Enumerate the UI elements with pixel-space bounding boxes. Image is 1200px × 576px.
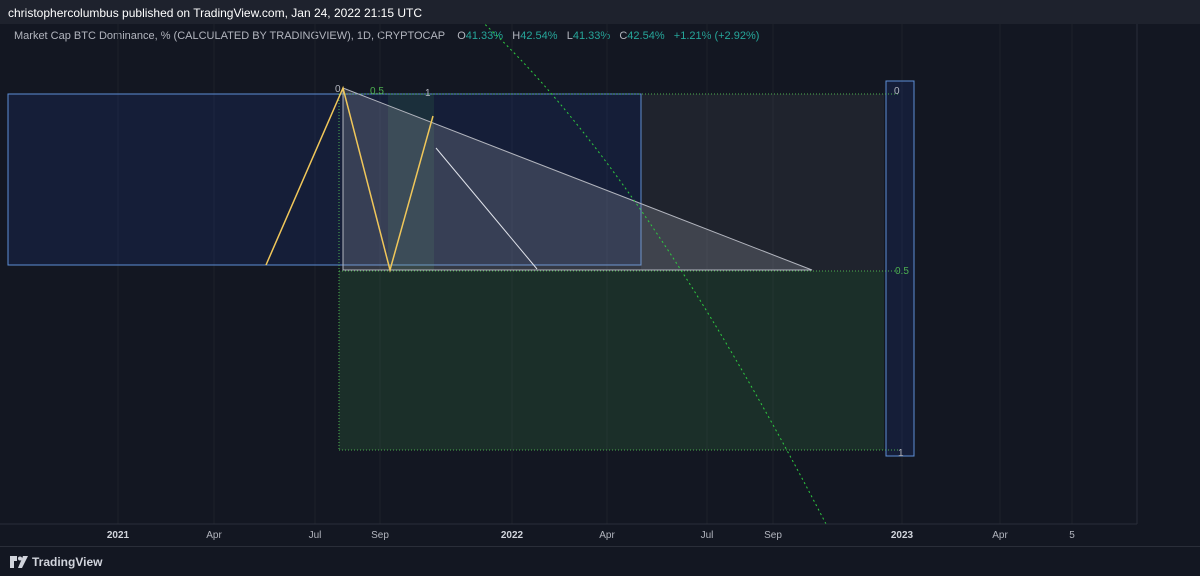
time-tick-label: 2021 <box>107 530 130 541</box>
brand-name: TradingView <box>32 555 103 569</box>
chart-drawings[interactable]: 0 0.5 1 0 0.5 1 <box>7 24 915 525</box>
fib-label-marker: 1 <box>425 88 431 99</box>
low-value: 41.33% <box>572 30 611 42</box>
grid-lines <box>117 24 1073 524</box>
curve-projection[interactable] <box>478 24 827 525</box>
descending-triangle[interactable] <box>342 87 813 271</box>
time-tick-label: 2023 <box>891 530 914 541</box>
high-label: H <box>512 30 521 42</box>
price-chart[interactable]: 0 0.5 1 0 0.5 1 42.54% 52.00%50.00%48.00%46.0… <box>0 24 1200 546</box>
time-tick-label: Jul <box>701 530 714 541</box>
open-label: O <box>457 30 466 42</box>
time-tick-label: Apr <box>992 530 1008 541</box>
time-tick-label: Jul <box>309 530 322 541</box>
publisher-line: christophercolumbus published on Trading… <box>8 6 423 20</box>
low-label: L <box>566 30 573 42</box>
close-label: C <box>619 30 628 42</box>
harmonic-pattern[interactable] <box>265 85 434 273</box>
time-tick-label: Sep <box>371 530 389 541</box>
blue-range-box[interactable] <box>7 93 642 266</box>
symbol-legend: Market Cap BTC Dominance, % (CALCULATED … <box>14 30 759 42</box>
time-axis-bg <box>0 524 1137 546</box>
price-axis-bg <box>1137 24 1200 546</box>
tradingview-logo-icon <box>10 556 28 568</box>
footer-bar: TradingView <box>0 546 1200 576</box>
fib-label-05-top: 0.5 <box>370 86 384 97</box>
time-axis[interactable]: 2021 Apr Jul Sep 2022 Apr Jul Sep 2023 Apr 5 <box>0 523 1137 546</box>
time-tick-label: 5 <box>1069 530 1075 541</box>
trendline[interactable] <box>435 147 538 270</box>
fib-target-zone[interactable] <box>339 271 884 450</box>
symbol-title: Market Cap BTC Dominance, % (CALCULATED … <box>14 30 445 42</box>
fib-upper-zone[interactable] <box>641 94 884 271</box>
close-value: 42.54% <box>627 30 665 42</box>
time-tick-label: Sep <box>764 530 782 541</box>
change-value: +1.21% (+2.92%) <box>673 30 760 42</box>
fib-label-0-right: 0 <box>894 86 900 97</box>
high-value: 42.54% <box>520 30 558 42</box>
publish-header: christophercolumbus published on Trading… <box>0 0 1200 24</box>
fib-label-1: 1 <box>898 448 904 459</box>
fib-label-0-left: 0 <box>335 84 341 95</box>
fib-label-05-right: 0.5 <box>895 266 909 277</box>
fib-time-band[interactable] <box>388 94 434 271</box>
blue-vertical-bar[interactable] <box>885 80 915 457</box>
time-tick-label: 2022 <box>501 530 524 541</box>
time-tick-label: Apr <box>206 530 222 541</box>
price-axis[interactable]: 52.00%50.00%48.00%46.00%44.00%42.00%40.0… <box>1136 24 1200 546</box>
time-tick-label: Apr <box>599 530 615 541</box>
